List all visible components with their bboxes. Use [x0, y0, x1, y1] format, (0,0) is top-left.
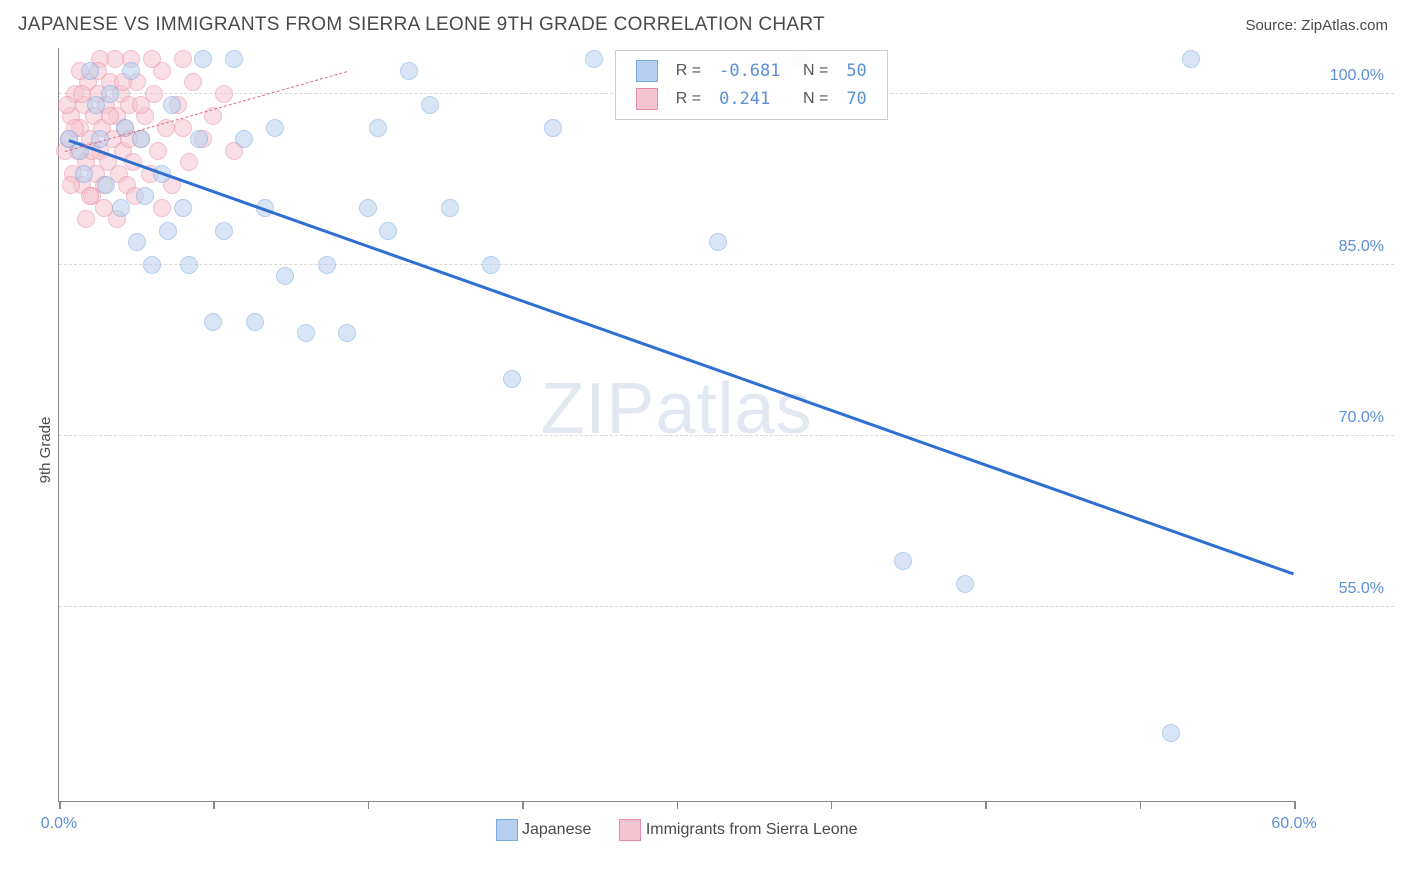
plot-area: ZIPatlas 55.0%70.0%85.0%100.0%0.0%60.0%R… [58, 48, 1294, 802]
correlation-legend: R =-0.681 N =50R = 0.241 N =70 [615, 50, 888, 120]
x-tick [59, 801, 61, 809]
scatter-point [190, 130, 208, 148]
scatter-point [159, 222, 177, 240]
x-tick [677, 801, 679, 809]
x-tick [522, 801, 524, 809]
y-tick-label: 85.0% [1339, 238, 1384, 256]
scatter-point [81, 62, 99, 80]
legend-swatch [636, 60, 658, 82]
scatter-point [143, 50, 161, 68]
scatter-point [894, 552, 912, 570]
gridline [59, 435, 1394, 436]
scatter-point [149, 142, 167, 160]
y-tick-label: 55.0% [1339, 580, 1384, 598]
y-axis-label: 9th Grade [37, 417, 54, 484]
scatter-point [1182, 50, 1200, 68]
x-tick [1140, 801, 1142, 809]
r-value: 0.241 [711, 86, 788, 112]
chart-title: JAPANESE VS IMMIGRANTS FROM SIERRA LEONE… [18, 14, 825, 36]
scatter-point [585, 50, 603, 68]
scatter-point [544, 119, 562, 137]
scatter-point [215, 222, 233, 240]
scatter-point [174, 119, 192, 137]
scatter-point [75, 165, 93, 183]
scatter-point [956, 575, 974, 593]
scatter-point [97, 176, 115, 194]
x-tick [831, 801, 833, 809]
legend-swatch [619, 819, 641, 841]
r-value: -0.681 [711, 58, 788, 84]
scatter-point [163, 96, 181, 114]
scatter-point [709, 233, 727, 251]
legend-swatch [636, 88, 658, 110]
n-value: 50 [838, 58, 874, 84]
scatter-point [400, 62, 418, 80]
scatter-point [225, 50, 243, 68]
scatter-point [184, 73, 202, 91]
scatter-point [180, 153, 198, 171]
scatter-point [246, 313, 264, 331]
chart-container: 9th Grade ZIPatlas 55.0%70.0%85.0%100.0%… [50, 48, 1394, 852]
scatter-point [359, 199, 377, 217]
scatter-point [1162, 724, 1180, 742]
scatter-point [112, 199, 130, 217]
scatter-point [503, 370, 521, 388]
legend-swatch [496, 819, 518, 841]
scatter-point [194, 50, 212, 68]
scatter-point [204, 313, 222, 331]
legend-label: Japanese [522, 821, 591, 838]
gridline [59, 606, 1394, 607]
scatter-point [128, 233, 146, 251]
source-attribution: Source: ZipAtlas.com [1245, 17, 1388, 34]
series-legend: Japanese Immigrants from Sierra Leone [482, 819, 872, 841]
gridline [59, 264, 1394, 265]
scatter-point [77, 210, 95, 228]
scatter-point [122, 62, 140, 80]
scatter-point [174, 50, 192, 68]
x-tick [1294, 801, 1296, 809]
x-tick [213, 801, 215, 809]
legend-label: Immigrants from Sierra Leone [646, 821, 858, 838]
y-tick-label: 70.0% [1339, 409, 1384, 427]
scatter-point [441, 199, 459, 217]
scatter-point [132, 96, 150, 114]
scatter-point [379, 222, 397, 240]
scatter-point [369, 119, 387, 137]
x-tick-label: 60.0% [1271, 815, 1316, 833]
scatter-point [132, 130, 150, 148]
scatter-point [153, 199, 171, 217]
scatter-point [276, 267, 294, 285]
scatter-point [266, 119, 284, 137]
x-tick [985, 801, 987, 809]
scatter-point [174, 199, 192, 217]
scatter-point [101, 85, 119, 103]
trend-line [69, 139, 1295, 575]
x-tick [368, 801, 370, 809]
scatter-point [421, 96, 439, 114]
scatter-point [180, 256, 198, 274]
scatter-point [318, 256, 336, 274]
watermark: ZIPatlas [540, 368, 812, 450]
x-tick-label: 0.0% [41, 815, 77, 833]
n-value: 70 [838, 86, 874, 112]
scatter-point [215, 85, 233, 103]
scatter-point [297, 324, 315, 342]
scatter-point [338, 324, 356, 342]
scatter-point [482, 256, 500, 274]
scatter-point [143, 256, 161, 274]
y-tick-label: 100.0% [1330, 67, 1384, 85]
scatter-point [136, 187, 154, 205]
scatter-point [235, 130, 253, 148]
